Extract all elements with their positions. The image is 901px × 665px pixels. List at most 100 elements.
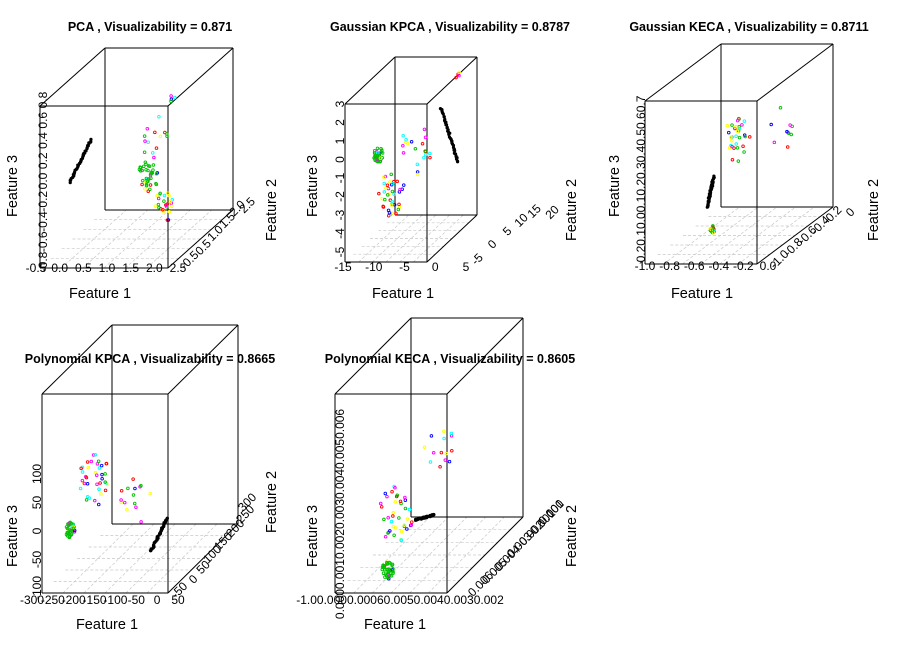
- data-point: [725, 123, 730, 128]
- data-point: [730, 144, 734, 149]
- x-axis-title: Feature 1: [69, 286, 131, 302]
- data-point: [162, 199, 166, 203]
- data-point: [375, 146, 380, 151]
- data-point: [89, 459, 94, 464]
- data-point: [442, 115, 446, 119]
- data-point: [173, 95, 177, 100]
- x-tick-label: 0.0: [760, 259, 777, 273]
- z-tick-label: 0.0000.0010.0020.0030.0040.0050.006: [333, 409, 347, 620]
- scatter-points: [705, 105, 794, 235]
- data-point: [730, 157, 735, 162]
- data-point: [444, 451, 449, 456]
- box-edge: [426, 214, 478, 263]
- data-point: [140, 182, 144, 187]
- data-point: [141, 164, 146, 169]
- grid-line: [390, 516, 468, 594]
- data-point: [443, 458, 448, 462]
- data-point: [152, 155, 156, 160]
- z-tick-label: -0.2: [36, 191, 50, 212]
- data-point: [735, 146, 740, 150]
- data-point: [737, 124, 741, 129]
- data-point: [401, 144, 405, 148]
- grid-line: [353, 516, 430, 594]
- data-point: [424, 152, 428, 157]
- data-point: [420, 141, 425, 146]
- y-tick-label: 20: [542, 202, 562, 222]
- data-point: [737, 126, 742, 131]
- x-tick-label: 0: [154, 593, 161, 607]
- data-point: [395, 179, 399, 184]
- data-point: [64, 532, 69, 537]
- data-point: [740, 123, 744, 127]
- data-point: [405, 517, 410, 521]
- x-tick-label: 2.0: [146, 261, 163, 275]
- data-point: [97, 466, 102, 470]
- box-frame: [39, 47, 234, 269]
- data-point: [735, 129, 740, 134]
- data-point: [428, 460, 433, 464]
- data-point: [397, 202, 401, 207]
- z-tick-label: 0.8: [36, 91, 50, 108]
- y-tick-label: 0: [485, 237, 500, 252]
- data-point: [375, 153, 380, 158]
- z-tick-label: -4: [333, 228, 347, 239]
- data-point: [423, 135, 428, 140]
- data-point: [143, 139, 147, 143]
- data-point: [156, 202, 161, 207]
- data-point: [422, 127, 427, 132]
- data-point: [382, 175, 386, 179]
- grid-line: [125, 523, 197, 594]
- data-point: [402, 183, 406, 187]
- data-point: [450, 448, 454, 453]
- data-point: [383, 491, 388, 496]
- z-tick-label: -3: [333, 209, 347, 220]
- floor-grid: [50, 209, 223, 269]
- x-axis-title: Feature 1: [671, 286, 733, 302]
- data-point: [381, 205, 386, 209]
- box-edge: [344, 56, 396, 105]
- x-tick-label: 1.0: [99, 261, 116, 275]
- data-point: [97, 487, 101, 491]
- scatter-points: [378, 429, 454, 581]
- data-point: [119, 498, 123, 502]
- data-point: [169, 94, 173, 98]
- grid-line: [738, 206, 815, 265]
- data-point: [438, 465, 442, 469]
- data-point: [409, 523, 414, 527]
- data-point: [80, 470, 85, 474]
- x-tick-label: -50: [128, 593, 146, 607]
- data-point: [390, 199, 395, 204]
- data-point: [742, 150, 746, 154]
- data-point: [149, 176, 153, 180]
- data-point: [391, 514, 395, 518]
- data-point: [100, 472, 104, 477]
- x-tick-label: 0.5: [75, 261, 92, 275]
- data-point: [122, 500, 127, 505]
- data-point: [82, 481, 87, 486]
- grid-line: [719, 206, 796, 265]
- data-point: [392, 192, 396, 196]
- data-point: [449, 431, 454, 436]
- data-point: [87, 496, 92, 500]
- data-point: [150, 151, 155, 155]
- data-point: [769, 122, 773, 127]
- data-point: [168, 199, 172, 204]
- z-tick-label: -50: [30, 551, 44, 569]
- x-tick-label: 50: [171, 593, 185, 607]
- data-point: [143, 187, 147, 191]
- data-point: [153, 204, 158, 208]
- data-point: [91, 453, 96, 457]
- box-edge: [167, 209, 234, 269]
- x-tick-label: -0.8: [659, 259, 680, 273]
- data-point: [389, 519, 394, 524]
- data-point: [390, 203, 394, 207]
- data-point: [139, 520, 143, 524]
- data-point: [398, 499, 403, 504]
- y-axis-title: Feature 2: [866, 179, 882, 241]
- z-tick-label: -100: [30, 576, 44, 600]
- data-point: [93, 498, 97, 503]
- z-tick-label: 0: [333, 156, 347, 163]
- data-point: [729, 135, 733, 140]
- y-axis-title: Feature 2: [564, 505, 580, 567]
- chart-panel-3: Gaussian KECA , Visualizability = 0.8711…: [607, 20, 882, 302]
